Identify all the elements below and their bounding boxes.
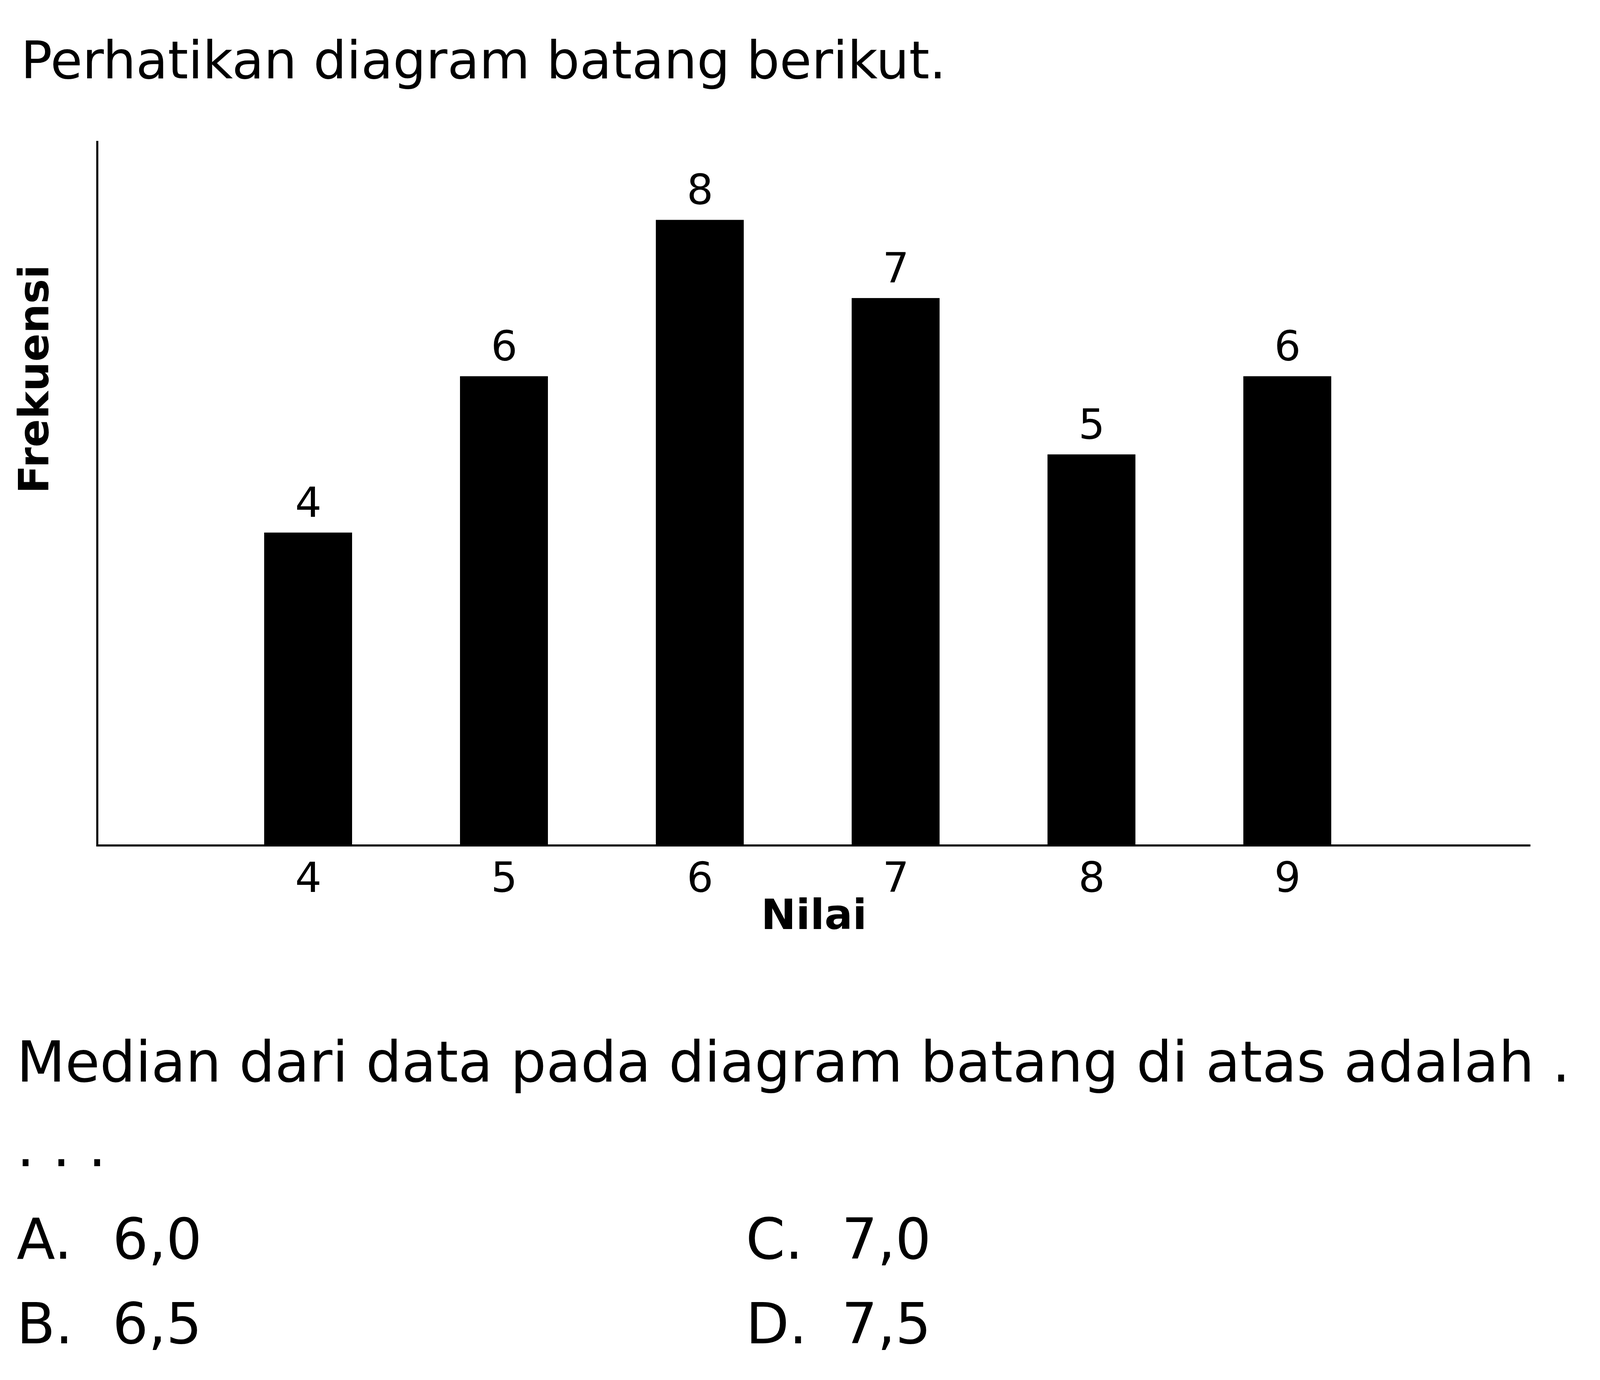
html-text:C.: C. xyxy=(745,1206,803,1272)
svg-text:6: 6 xyxy=(490,321,518,371)
svg-text:9: 9 xyxy=(1274,852,1301,902)
html-text:7,0: 7,0 xyxy=(841,1206,932,1272)
svg-text:6: 6 xyxy=(686,852,714,902)
html-text:B.: B. xyxy=(16,1290,74,1357)
svg-text:4: 4 xyxy=(295,477,322,527)
svg-text:5: 5 xyxy=(490,852,518,902)
html-text:6,0: 6,0 xyxy=(112,1206,202,1272)
svg-text:5: 5 xyxy=(1078,400,1105,449)
html-text:7,5: 7,5 xyxy=(841,1290,932,1357)
svg-text:Nilai: Nilai xyxy=(760,890,867,939)
html-text:A.: A. xyxy=(16,1206,73,1272)
html-text:6,5: 6,5 xyxy=(112,1290,202,1357)
svg-text:Frekuensi: Frekuensi xyxy=(9,264,59,494)
svg-text:6: 6 xyxy=(1274,321,1301,371)
svg-text:7: 7 xyxy=(882,243,910,293)
svg-text:8: 8 xyxy=(1078,852,1105,902)
svg-text:4: 4 xyxy=(295,852,322,902)
html-text:Perhatikan diagram batang beri: Perhatikan diagram batang berikut. xyxy=(20,30,947,91)
svg-text:8: 8 xyxy=(686,165,714,215)
html-text:Median dari data pada diagram: Median dari data pada diagram batang di … xyxy=(16,1029,1571,1179)
html-text:D.: D. xyxy=(745,1290,808,1357)
svg-text:7: 7 xyxy=(882,852,910,902)
